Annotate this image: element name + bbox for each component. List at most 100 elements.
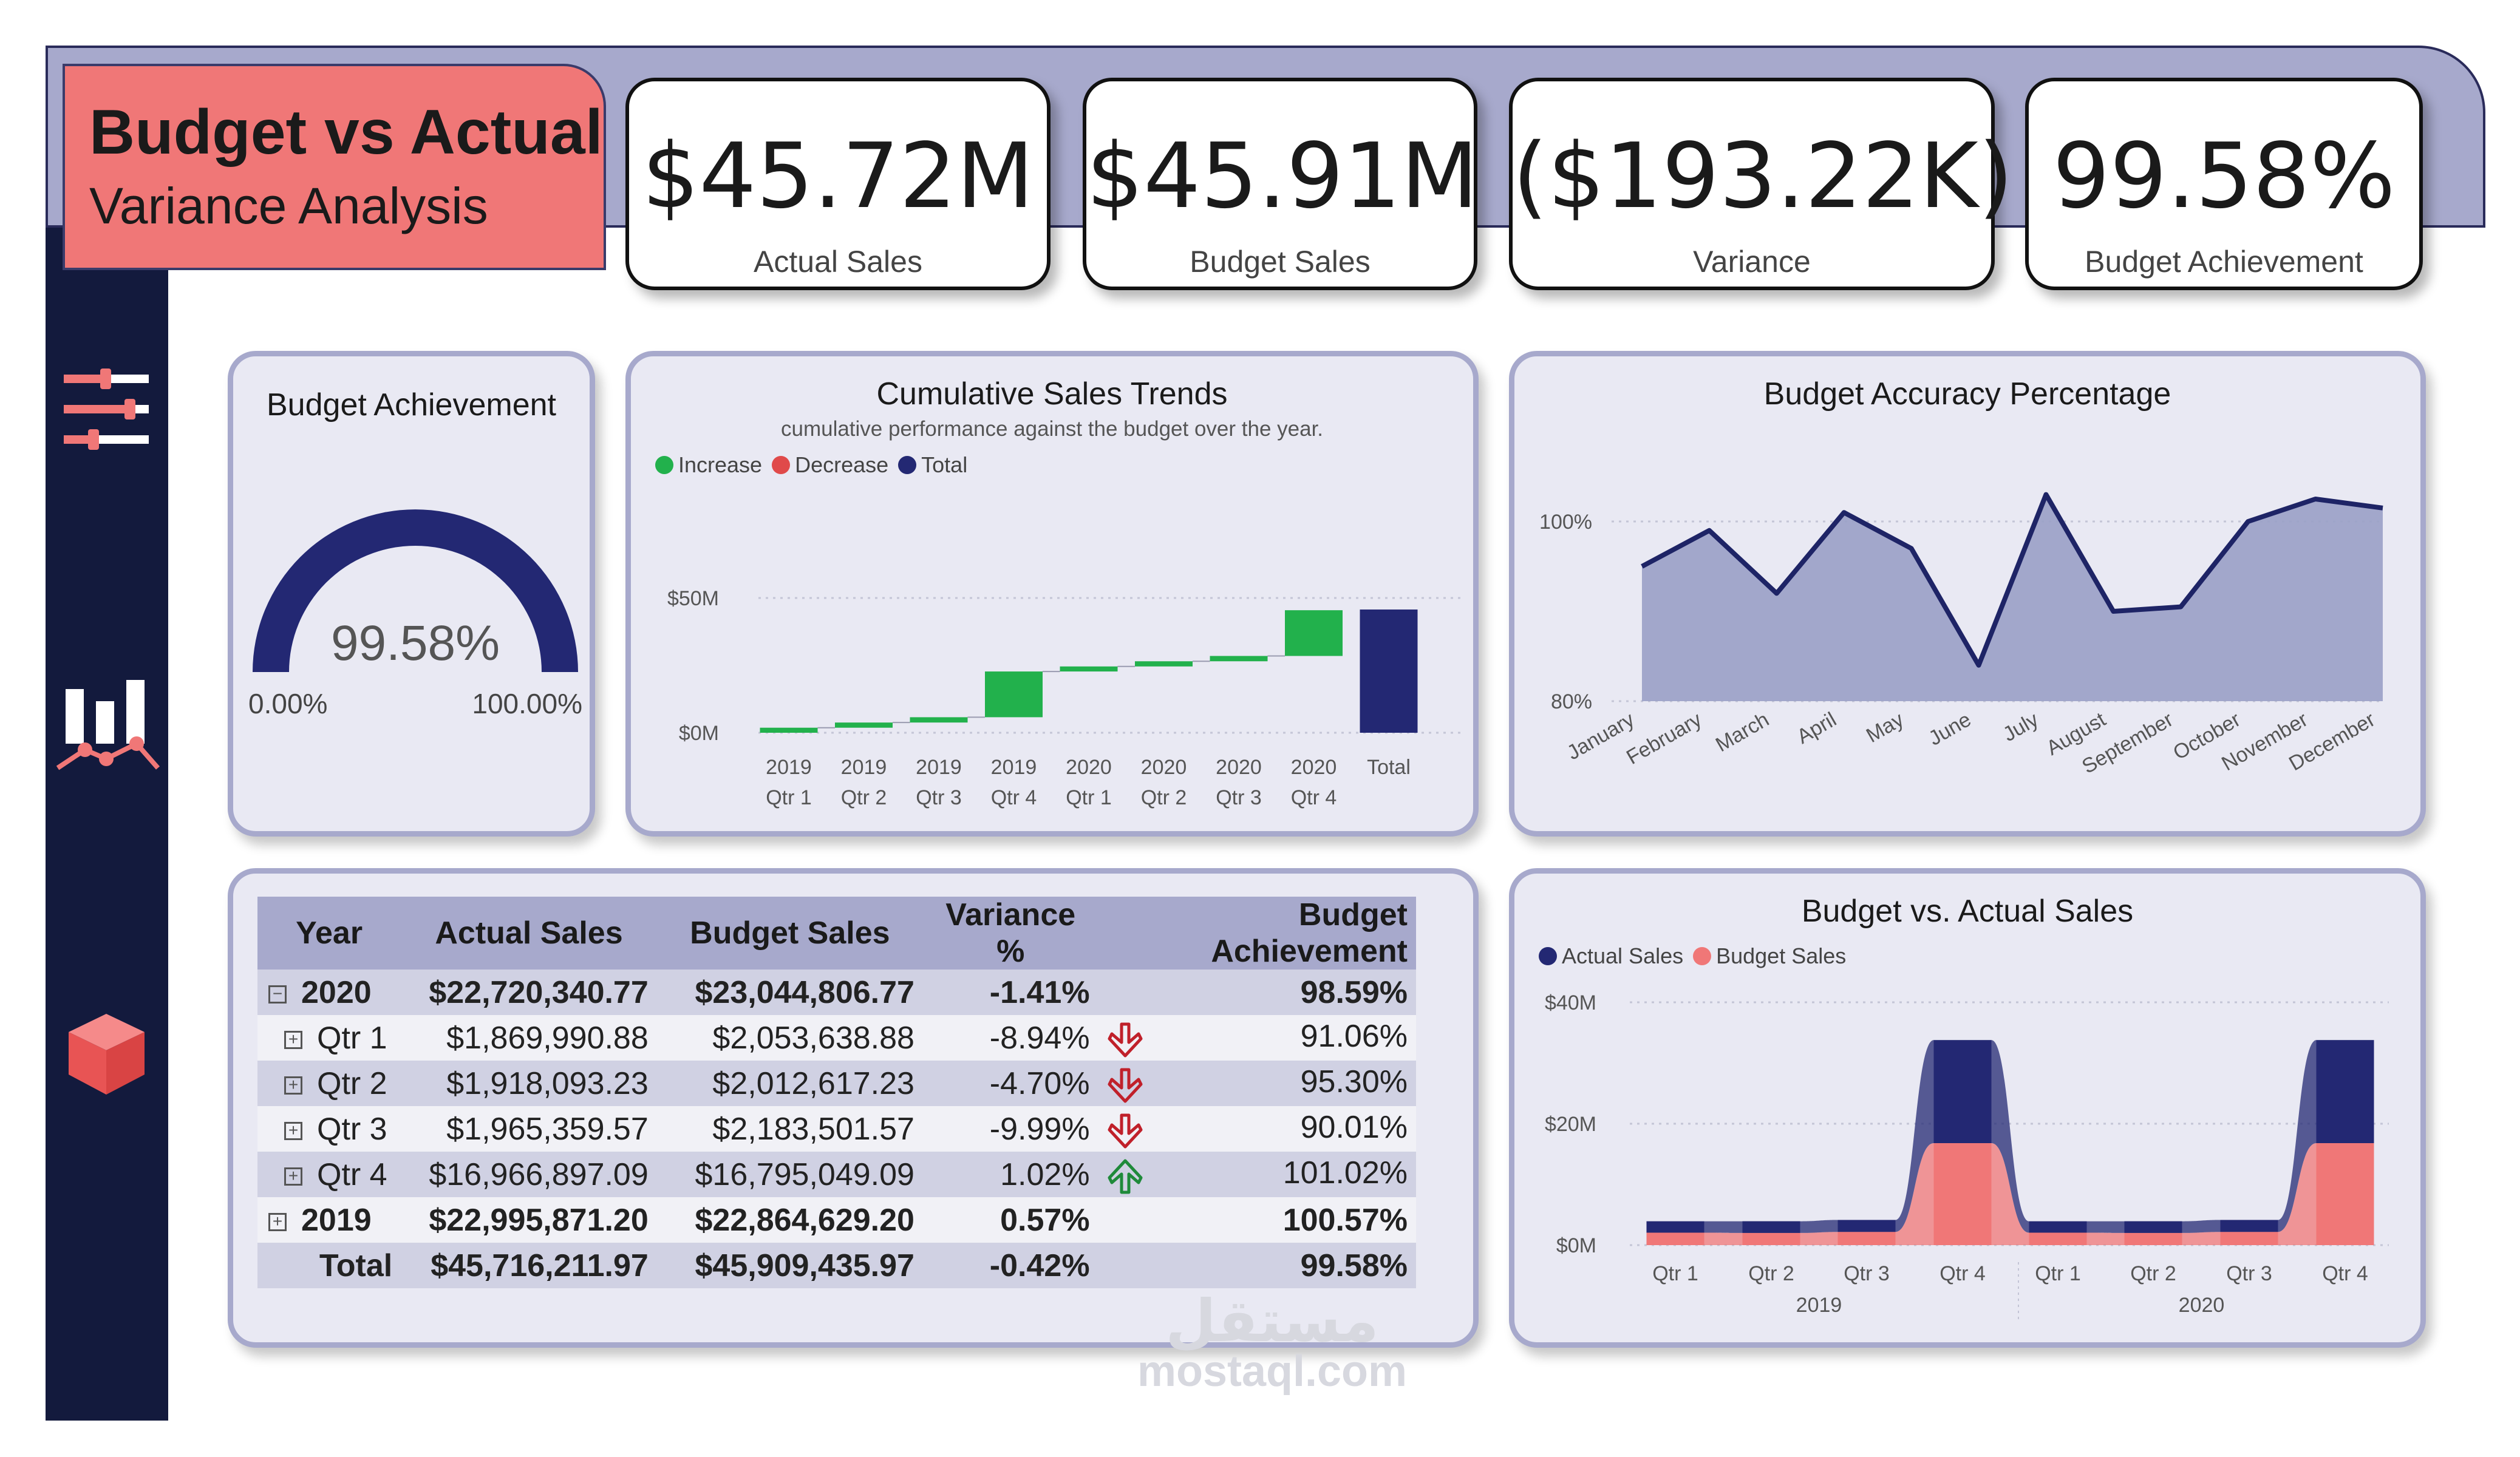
x-tick-label: 2019 — [841, 756, 887, 779]
table-row[interactable]: + Qtr 3 $1,965,359.57 $2,183,501.57 -9.99% 90… — [257, 1106, 1416, 1152]
kpi-label: Actual Sales — [754, 245, 922, 279]
legend-swatch — [772, 456, 791, 474]
x-tick-label: 2020 — [1066, 756, 1112, 779]
x-tick-label: 2019 — [916, 756, 962, 779]
budget-sales-cell: $2,053,638.88 — [656, 1015, 923, 1061]
row-label-cell: −2020 — [257, 970, 401, 1015]
achievement-cell: 95.30% — [1098, 1061, 1416, 1106]
legend-label: Actual Sales — [1562, 943, 1684, 968]
actual-sales-cell: $22,720,340.77 — [401, 970, 657, 1015]
budget-segment[interactable] — [1742, 1232, 1800, 1245]
expand-icon[interactable]: + — [284, 1167, 302, 1186]
increase-bar[interactable] — [1210, 656, 1268, 662]
budget-sales-cell: $23,044,806.77 — [656, 970, 923, 1015]
budget-accuracy-card[interactable]: Budget Accuracy Percentage 100% 80% Janu… — [1509, 351, 2426, 837]
achievement-cell: 91.06% — [1098, 1015, 1416, 1061]
row-label: Qtr 3 — [317, 1111, 387, 1147]
expand-icon[interactable]: + — [284, 1076, 302, 1095]
increase-bar[interactable] — [985, 671, 1043, 718]
x-tick-label: Total — [1367, 756, 1411, 779]
increase-bar[interactable] — [835, 722, 893, 728]
row-label: 2020 — [301, 974, 372, 1010]
x-tick-label: Qtr 1 — [766, 786, 812, 809]
collapse-icon[interactable]: − — [268, 985, 287, 1004]
budget-segment[interactable] — [1933, 1143, 1992, 1245]
increase-bar[interactable] — [1060, 666, 1118, 672]
actual-segment[interactable] — [1933, 1040, 1992, 1143]
budget-vs-actual-card[interactable]: Budget vs. Actual Sales Actual Sales Bud… — [1509, 868, 2426, 1348]
table-row[interactable]: +2019 $22,995,871.20 $22,864,629.20 0.57% 10… — [257, 1197, 1416, 1243]
actual-segment[interactable] — [2220, 1220, 2278, 1232]
actual-segment[interactable] — [1837, 1220, 1896, 1232]
increase-bar[interactable] — [910, 717, 968, 723]
column-header[interactable]: Budget Sales — [656, 897, 923, 970]
expand-icon[interactable]: + — [284, 1121, 302, 1140]
budget-sales-cell: $2,012,617.23 — [656, 1061, 923, 1106]
actual-segment[interactable] — [2029, 1221, 2087, 1233]
x-tick-label: June — [1925, 708, 1975, 750]
budget-segment[interactable] — [2124, 1232, 2182, 1245]
expand-icon[interactable]: + — [284, 1030, 302, 1049]
variance-cell: 1.02% — [922, 1152, 1098, 1197]
cumulative-sales-card[interactable]: Cumulative Sales Trends cumulative perfo… — [625, 351, 1479, 837]
column-header[interactable]: Budget Achievement — [1098, 897, 1416, 970]
accuracy-line — [1641, 492, 2383, 668]
x-tick-label: Qtr 3 — [1844, 1262, 1890, 1285]
table-row[interactable]: + Qtr 4 $16,966,897.09 $16,795,049.09 1.02% 1… — [257, 1152, 1416, 1197]
achievement-value: 100.57% — [1282, 1202, 1408, 1238]
actual-segment[interactable] — [1646, 1221, 1704, 1233]
budget-segment[interactable] — [1646, 1232, 1704, 1246]
achievement-value: 98.59% — [1300, 974, 1408, 1010]
x-tick-label: Qtr 2 — [841, 786, 887, 809]
gauge-arc — [253, 509, 578, 672]
box-icon[interactable] — [66, 1011, 148, 1096]
sales-matrix-card[interactable]: Year Actual Sales Budget Sales Variance … — [228, 868, 1479, 1348]
column-header[interactable]: Actual Sales — [401, 897, 657, 970]
kpi-value: $45.91M — [1086, 124, 1479, 228]
accuracy-title: Budget Accuracy Percentage — [1763, 376, 2171, 412]
budget-segment[interactable] — [2029, 1232, 2087, 1246]
budget-segment[interactable] — [2220, 1232, 2278, 1245]
legend-swatch — [1693, 947, 1712, 965]
kpi-label: Variance — [1693, 245, 1811, 279]
expand-icon[interactable]: + — [268, 1212, 287, 1231]
legend-label: Increase — [678, 452, 763, 477]
column-header[interactable]: Year — [257, 897, 401, 970]
sales-matrix-table: Year Actual Sales Budget Sales Variance … — [257, 897, 1416, 1288]
table-row[interactable]: + Qtr 1 $1,869,990.88 $2,053,638.88 -8.94% 91… — [257, 1015, 1416, 1061]
increase-bar[interactable] — [1135, 661, 1193, 667]
actual-segment[interactable] — [2124, 1221, 2182, 1233]
table-row[interactable]: Total $45,716,211.97 $45,909,435.97 -0.42% 9… — [257, 1243, 1416, 1288]
table-row[interactable]: + Qtr 2 $1,918,093.23 $2,012,617.23 -4.70% 95… — [257, 1061, 1416, 1106]
actual-segment[interactable] — [1742, 1221, 1800, 1233]
sliders-icon[interactable] — [64, 367, 149, 452]
budget-segment[interactable] — [1837, 1232, 1896, 1245]
actual-segment[interactable] — [2316, 1040, 2374, 1143]
achievement-value: 99.58% — [1300, 1248, 1408, 1283]
gauge-card[interactable]: Budget Achievement 99.58% 0.00% 100.00% — [228, 351, 595, 837]
row-label-cell: + Qtr 1 — [257, 1015, 401, 1061]
total-bar[interactable] — [1360, 610, 1418, 733]
gauge-chart: 99.58% 0.00% 100.00% — [248, 509, 582, 719]
variance-cell: -0.42% — [922, 1243, 1098, 1288]
x-tick-label: 2020 — [1141, 756, 1187, 779]
gauge-max-label: 100.00% — [472, 688, 582, 719]
row-label: Qtr 2 — [317, 1065, 387, 1101]
kpi-variance: ($193.22K) Variance — [1509, 78, 2014, 290]
increase-bar[interactable] — [1285, 610, 1343, 656]
legend-label: Budget Sales — [1716, 943, 1847, 968]
budget-sales-cell: $45,909,435.97 — [656, 1243, 923, 1288]
column-header[interactable]: Variance % — [922, 897, 1098, 970]
watermark-latin: mostaql.com — [1137, 1347, 1408, 1396]
chart-icon[interactable] — [55, 677, 161, 777]
budget-segment[interactable] — [2316, 1143, 2374, 1245]
x-tick-label: Qtr 2 — [1141, 786, 1187, 809]
budget-ribbon — [1646, 1143, 2374, 1245]
increase-bar[interactable] — [760, 727, 818, 733]
table-row[interactable]: −2020 $22,720,340.77 $23,044,806.77 -1.41% 9… — [257, 970, 1416, 1015]
row-label-cell: + Qtr 2 — [257, 1061, 401, 1106]
x-tick-label: Qtr 2 — [2130, 1262, 2176, 1285]
y-tick-label: $0M — [1556, 1234, 1596, 1257]
x-tick-label: Qtr 3 — [916, 786, 962, 809]
x-tick-label: Qtr 4 — [991, 786, 1037, 809]
